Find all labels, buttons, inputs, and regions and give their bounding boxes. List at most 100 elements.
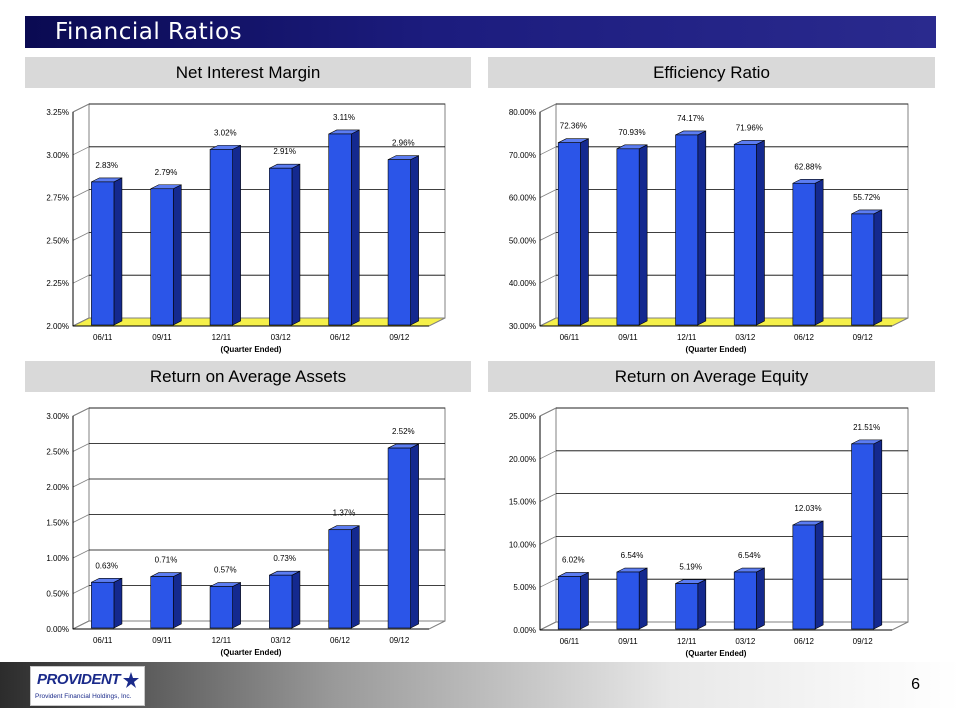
bar <box>851 209 883 326</box>
side-gridline <box>539 407 557 417</box>
data-label: 3.02% <box>214 128 237 137</box>
x-tick-label: 06/11 <box>560 333 580 342</box>
x-axis-label: (Quarter Ended) <box>221 648 282 657</box>
bar-face <box>209 586 233 629</box>
bar <box>557 138 589 326</box>
bar-side <box>232 144 241 326</box>
logo-star-icon <box>123 672 139 688</box>
y-tick-label: 50.00% <box>509 236 536 245</box>
bar-face <box>328 529 352 629</box>
bar <box>792 520 824 630</box>
y-tick-label: 15.00% <box>509 498 536 507</box>
x-tick-label: 06/12 <box>794 333 815 342</box>
y-tick-label: 1.00% <box>46 554 69 563</box>
bar-side <box>814 520 824 630</box>
side-wall <box>539 103 557 327</box>
data-label: 55.72% <box>853 193 880 202</box>
y-tick-label: 20.00% <box>509 455 536 464</box>
bar <box>733 567 765 630</box>
x-tick-label: 06/12 <box>794 637 815 646</box>
bar <box>675 130 707 326</box>
x-tick-label: 09/11 <box>618 637 638 646</box>
bar <box>557 571 589 630</box>
x-tick-label: 03/12 <box>735 333 756 342</box>
bar-side <box>291 163 301 326</box>
bar-face <box>328 133 352 326</box>
bar-side <box>697 579 707 630</box>
bar-face <box>557 142 581 326</box>
y-tick-label: 0.00% <box>513 626 536 635</box>
data-label: 6.54% <box>738 551 761 560</box>
side-gridline <box>539 103 557 113</box>
bar-face <box>792 182 816 326</box>
bar <box>792 178 824 326</box>
data-label: 2.91% <box>273 147 296 156</box>
bar-face <box>792 524 816 630</box>
side-gridline <box>539 493 557 502</box>
side-gridline <box>72 103 90 113</box>
bar-face <box>851 443 875 630</box>
data-label: 62.88% <box>794 162 821 171</box>
page-number: 6 <box>911 676 920 693</box>
side-gridline <box>539 232 557 241</box>
x-tick-label: 09/11 <box>152 333 172 342</box>
bar <box>616 144 648 326</box>
data-label: 0.71% <box>155 556 178 565</box>
bar-side <box>580 571 589 630</box>
x-tick-label: 06/11 <box>560 637 580 646</box>
bar-side <box>291 570 301 629</box>
y-tick-label: 70.00% <box>509 151 536 160</box>
bar-face <box>733 571 757 630</box>
side-gridline <box>72 585 90 594</box>
x-tick-label: 03/12 <box>735 637 756 646</box>
bar <box>616 567 648 630</box>
x-axis-label: (Quarter Ended) <box>221 345 282 354</box>
bar-side <box>172 572 182 629</box>
x-tick-label: 03/12 <box>271 333 292 342</box>
bar-face <box>91 181 115 326</box>
slide-title: Financial Ratios <box>55 19 243 45</box>
return-on-average-assets-chart: 0.00% 0.50% 1.00% 1.50% 2.00% 2.50% 3.00% 0.63%… <box>46 407 446 657</box>
y-tick-label: 2.00% <box>46 322 69 331</box>
bar <box>91 177 123 326</box>
company-logo: PROVIDENT Provident Financial Holdings, … <box>30 666 145 706</box>
y-tick-label: 2.25% <box>46 279 69 288</box>
side-gridline <box>72 443 90 452</box>
bar-side <box>814 178 824 326</box>
x-tick-label: 09/11 <box>618 333 638 342</box>
data-label: 5.19% <box>679 563 702 572</box>
bar-side <box>638 567 648 630</box>
title-bar: Financial Ratios <box>25 16 936 48</box>
bar <box>209 144 241 326</box>
bar-face <box>616 148 640 326</box>
data-label: 2.52% <box>392 427 415 436</box>
bar-face <box>616 571 640 630</box>
logo-brand: PROVIDENT <box>37 671 121 688</box>
x-tick-label: 06/11 <box>93 636 113 645</box>
x-axis-label: (Quarter Ended) <box>686 649 747 658</box>
plot-area <box>555 103 909 319</box>
x-tick-label: 12/11 <box>677 637 697 646</box>
bar-face <box>675 134 699 326</box>
bar-face <box>387 159 411 326</box>
bar <box>851 439 883 630</box>
bar <box>150 184 182 326</box>
bar <box>91 577 123 629</box>
bar-face <box>209 149 233 326</box>
x-tick-label: 06/12 <box>330 333 351 342</box>
bar-side <box>113 177 123 326</box>
plot-area <box>88 103 446 319</box>
data-label: 12.03% <box>794 504 821 513</box>
footer-bar <box>0 662 960 708</box>
side-gridline <box>72 514 90 523</box>
bar-face <box>269 574 293 629</box>
y-tick-label: 80.00% <box>509 108 536 117</box>
y-tick-label: 25.00% <box>509 412 536 421</box>
side-gridline <box>72 146 90 156</box>
net-interest-margin-chart: 2.00% 2.25% 2.50% 2.75% 3.00% 3.25% 2.83% 06/11… <box>46 103 446 354</box>
bar-side <box>638 144 648 326</box>
x-tick-label: 09/11 <box>152 636 172 645</box>
bar-face <box>851 213 875 326</box>
data-label: 72.36% <box>560 122 587 131</box>
data-label: 1.37% <box>333 509 356 518</box>
